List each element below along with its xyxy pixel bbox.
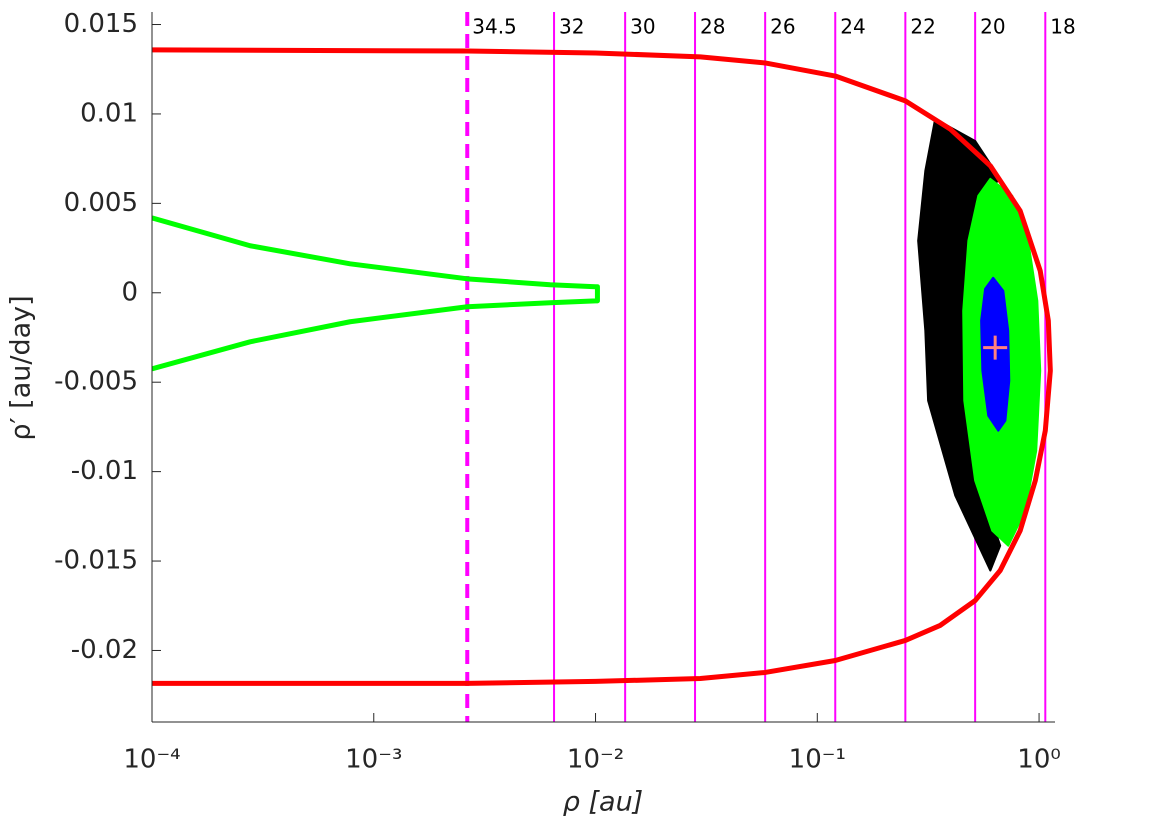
marker bbox=[983, 335, 1008, 360]
y-tick-label: 0.005 bbox=[64, 188, 138, 218]
x-tick-label: 10⁻⁴ bbox=[123, 745, 180, 775]
reference-line-label: 34.5 bbox=[472, 15, 517, 39]
x-axis-label: ρ [au] bbox=[563, 787, 643, 818]
reference-line-label: 24 bbox=[840, 15, 865, 39]
plot-area bbox=[152, 12, 1053, 722]
y-axis-label: ρ′ [au/day] bbox=[6, 295, 37, 440]
y-tick-label: -0.005 bbox=[54, 367, 138, 397]
x-tick-label: 10⁻¹ bbox=[789, 745, 846, 775]
x-tick-label: 10⁻³ bbox=[345, 745, 402, 775]
x-tick-label: 10⁰ bbox=[1017, 745, 1061, 775]
y-tick-label: -0.02 bbox=[71, 635, 138, 665]
reference-line-label: 22 bbox=[910, 15, 935, 39]
y-tick-label: -0.01 bbox=[71, 456, 138, 486]
line bbox=[152, 215, 600, 372]
reference-line-label: 18 bbox=[1050, 15, 1075, 39]
x-tick-label: 10⁻² bbox=[567, 745, 624, 775]
axes bbox=[151, 12, 1055, 723]
reference-line-label: 20 bbox=[980, 15, 1005, 39]
y-tick-label: 0 bbox=[121, 277, 138, 307]
y-tick-label: -0.015 bbox=[54, 546, 138, 576]
reference-line-label: 26 bbox=[770, 15, 795, 39]
y-tick-label: 0.01 bbox=[80, 98, 138, 128]
reference-line-label: 30 bbox=[630, 15, 655, 39]
reference-line-label: 32 bbox=[559, 15, 584, 39]
line bbox=[152, 47, 1053, 686]
reference-line-label: 28 bbox=[700, 15, 725, 39]
y-tick-label: 0.015 bbox=[64, 9, 138, 39]
